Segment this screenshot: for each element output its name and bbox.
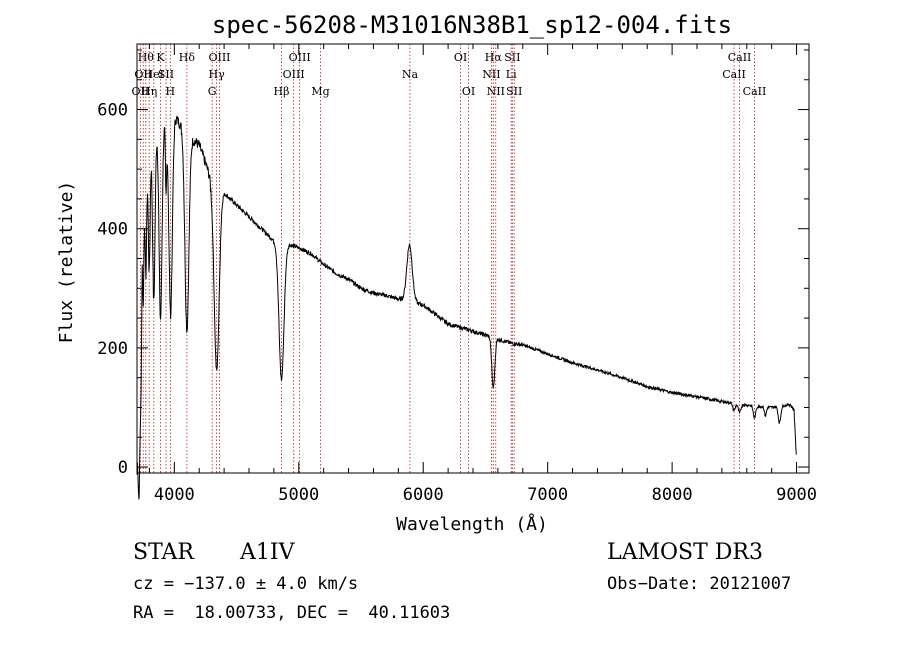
line-label-hη: Hη <box>141 85 157 98</box>
line-label-oiii: OIII <box>289 51 311 64</box>
line-label-oii: OII <box>134 68 152 81</box>
line-label-nii: NII <box>482 68 500 81</box>
x-tick-label: 8000 <box>652 485 693 505</box>
survey-name: LAMOST DR3 <box>607 540 763 565</box>
axes: 4000 5000 6000 7000 8000 9000 0 200 400 600 <box>97 43 817 505</box>
spectrum-series <box>136 115 797 500</box>
line-label-hβ: Hβ <box>274 85 290 98</box>
line-label-hα: Hα <box>485 51 503 64</box>
spectrum-line <box>136 115 797 500</box>
line-label-na: Na <box>402 68 419 81</box>
redshift-value: cz = −137.0 ± 4.0 km/s <box>133 574 359 594</box>
line-label-oi: OI <box>462 85 475 98</box>
line-label-nii: NII <box>487 85 505 98</box>
line-label-sii: SII <box>158 68 174 81</box>
x-tick-label: 4000 <box>154 485 195 505</box>
x-tick-label: 7000 <box>527 485 568 505</box>
emission-line-markers: OII OII Hθ Hη HeI K SII H Hδ G Hγ OIII Hβ OIII OIII Mg N… <box>132 44 767 473</box>
line-label-hδ: Hδ <box>179 51 196 64</box>
line-label-hθ: Hθ <box>138 51 155 64</box>
line-label-caii: CaII <box>728 51 752 64</box>
line-label-caii: CaII <box>743 85 767 98</box>
line-label-h: H <box>166 85 176 98</box>
x-axis-label: Wavelength (Å) <box>396 513 548 535</box>
y-tick-label: 400 <box>97 220 128 240</box>
line-label-sii: SII <box>504 51 520 64</box>
y-axis-label: Flux (relative) <box>56 181 77 344</box>
y-tick-label: 600 <box>97 101 128 121</box>
line-label-hei: HeI <box>144 68 164 81</box>
line-label-hγ: Hγ <box>209 68 226 81</box>
chart-title: spec-56208-M31016N38B1_sp12-004.fits <box>212 11 732 39</box>
line-label-oi: OI <box>454 51 467 64</box>
line-label-g: G <box>208 85 217 98</box>
x-tick-label: 9000 <box>776 485 817 505</box>
line-label-li: Li <box>506 68 517 81</box>
line-label-k: K <box>156 51 165 64</box>
y-tick-label: 0 <box>118 458 128 478</box>
x-tick-label: 5000 <box>278 485 319 505</box>
line-label-caii: CaII <box>722 68 746 81</box>
plot-frame <box>136 43 810 474</box>
line-label-sii: SII <box>506 85 522 98</box>
coordinates: RA = 18.00733, DEC = 40.11603 <box>133 603 451 623</box>
observation-date: Obs−Date: 20121007 <box>607 574 792 594</box>
y-tick-label: 200 <box>97 339 128 359</box>
line-label-oiii: OIII <box>283 68 305 81</box>
object-subclass: A1IV <box>240 540 295 565</box>
line-label-oiii: OIII <box>208 51 230 64</box>
object-class: STAR <box>133 540 194 565</box>
x-tick-label: 6000 <box>403 485 444 505</box>
line-label-oii: OII <box>132 85 150 98</box>
line-label-mg: Mg <box>311 85 329 98</box>
